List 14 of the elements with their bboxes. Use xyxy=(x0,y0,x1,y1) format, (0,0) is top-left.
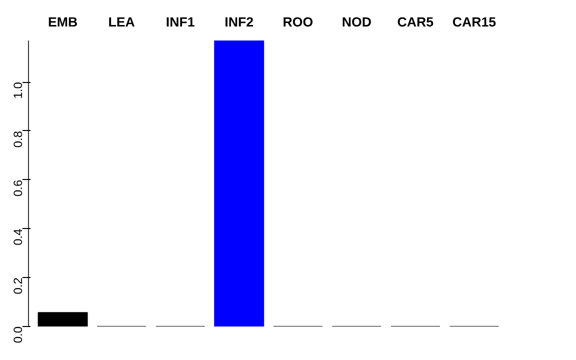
y-tick-label: 0.0 xyxy=(11,326,25,344)
x-tick-label: NOD xyxy=(342,14,372,30)
x-tick-label: ROO xyxy=(282,14,314,30)
y-tick-label: 0.8 xyxy=(11,130,25,148)
x-tick-label: CAR15 xyxy=(452,14,497,30)
y-tick-label: 0.4 xyxy=(11,228,25,246)
x-tick-label: INF1 xyxy=(166,14,196,30)
y-tick-label: 0.6 xyxy=(11,180,25,197)
x-tick-label: LEA xyxy=(108,14,136,30)
x-tick-label: CAR5 xyxy=(397,14,434,30)
y-tick-label: 0.2 xyxy=(11,277,25,294)
x-tick-label: EMB xyxy=(48,14,78,30)
x-tick-label: INF2 xyxy=(224,14,254,30)
y-tick-label: 1.0 xyxy=(11,82,25,99)
